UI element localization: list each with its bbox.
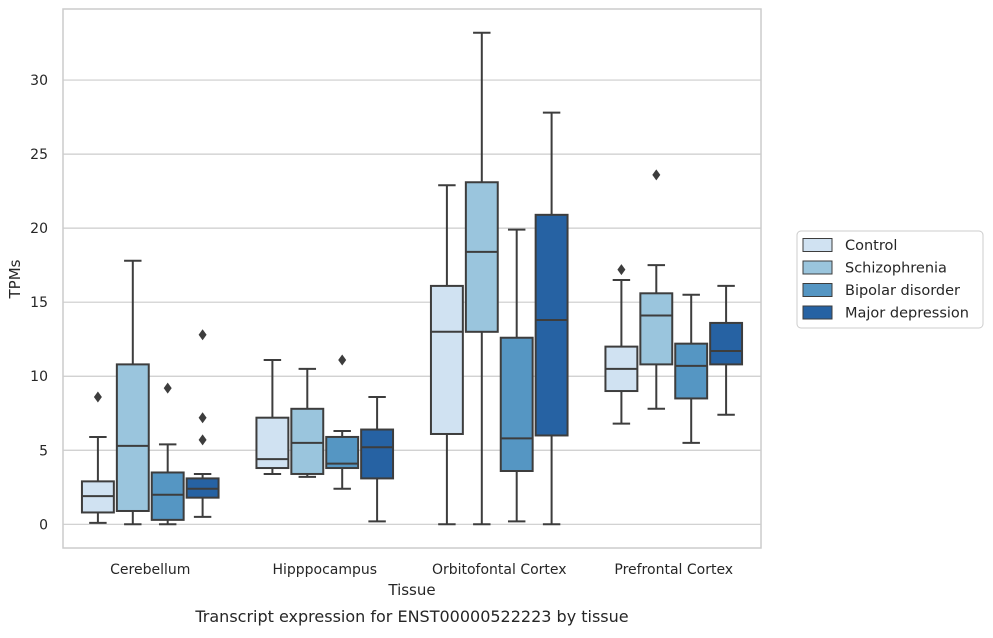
box-hipppocampus-major-depression bbox=[360, 395, 395, 523]
box-orbitofontal-cortex-major-depression bbox=[534, 111, 569, 526]
y-tick-label: 25 bbox=[30, 147, 48, 163]
box-orbitofontal-cortex-bipolar-disorder bbox=[499, 228, 534, 523]
legend-label: Schizophrenia bbox=[845, 261, 947, 277]
box-prefrontal-cortex-control bbox=[604, 264, 639, 425]
outlier-point bbox=[198, 329, 207, 341]
box-iqr bbox=[115, 363, 150, 512]
x-tick-label: Prefrontal Cortex bbox=[614, 562, 733, 578]
legend-item-schizophrenia: Schizophrenia bbox=[802, 260, 947, 277]
outlier-point bbox=[198, 434, 207, 446]
x-axis-label: Tissue bbox=[387, 581, 435, 599]
box-iqr bbox=[499, 336, 534, 472]
x-tick-label: Cerebellum bbox=[110, 562, 190, 578]
legend-item-major-depression: Major depression bbox=[802, 305, 969, 322]
y-tick-label: 10 bbox=[30, 369, 48, 385]
chart-title: Transcript expression for ENST0000052222… bbox=[194, 607, 628, 626]
x-tick-label: Orbitofontal Cortex bbox=[432, 562, 567, 578]
box-iqr bbox=[709, 321, 744, 366]
y-tick-label: 20 bbox=[30, 221, 48, 237]
outlier-point bbox=[198, 412, 207, 424]
y-axis-label: TPMs bbox=[6, 259, 24, 299]
y-tick-label: 30 bbox=[30, 73, 48, 89]
box-iqr bbox=[639, 292, 674, 366]
legend-swatch bbox=[802, 260, 833, 275]
box-hipppocampus-schizophrenia bbox=[290, 367, 325, 478]
box-prefrontal-cortex-bipolar-disorder bbox=[674, 293, 709, 444]
box-cerebellum-bipolar-disorder bbox=[150, 382, 185, 526]
x-tick-labels: Cerebellum Hipppocampus Orbitofontal Corte… bbox=[110, 562, 733, 578]
legend-label: Major depression bbox=[845, 306, 969, 322]
plot-frame bbox=[62, 8, 762, 549]
y-tick-label: 5 bbox=[39, 443, 48, 459]
box-iqr bbox=[464, 181, 499, 333]
box-iqr bbox=[255, 416, 290, 470]
box-iqr bbox=[150, 471, 185, 521]
box-cerebellum-control bbox=[80, 391, 115, 524]
gridlines bbox=[63, 79, 761, 525]
outlier-point bbox=[617, 264, 626, 276]
legend-swatch bbox=[802, 238, 833, 252]
legend-item-bipolar-disorder: Bipolar disorder bbox=[802, 283, 960, 299]
legend-swatch bbox=[802, 305, 833, 320]
outlier-point bbox=[163, 382, 172, 394]
box-orbitofontal-cortex-schizophrenia bbox=[464, 31, 499, 526]
legend-swatch bbox=[802, 283, 833, 297]
legend-item-control: Control bbox=[802, 238, 897, 254]
y-tick-labels: 0 5 10 15 20 25 30 bbox=[30, 73, 48, 533]
legend-frame bbox=[796, 230, 984, 329]
y-tick-label: 0 bbox=[39, 517, 48, 533]
box-prefrontal-cortex-major-depression bbox=[709, 284, 744, 416]
box-iqr bbox=[290, 407, 325, 475]
box-hipppocampus-bipolar-disorder bbox=[325, 354, 360, 490]
box-cerebellum-schizophrenia bbox=[115, 259, 150, 526]
box-prefrontal-cortex-schizophrenia bbox=[639, 169, 674, 410]
outlier-point bbox=[338, 354, 347, 366]
legend: Control Schizophrenia Bipolar disorder Majo… bbox=[796, 230, 984, 329]
outlier-point bbox=[93, 391, 102, 403]
x-tick-label: Hipppocampus bbox=[272, 562, 377, 578]
box-orbitofontal-cortex-control bbox=[429, 184, 464, 526]
box-iqr bbox=[429, 284, 464, 435]
box-hipppocampus-control bbox=[255, 358, 290, 475]
box-iqr bbox=[674, 342, 709, 400]
legend-label: Bipolar disorder bbox=[845, 283, 960, 299]
box-iqr bbox=[360, 428, 395, 480]
legend-label: Control bbox=[845, 238, 897, 254]
box-cerebellum-major-depression bbox=[185, 329, 220, 518]
box-groups bbox=[80, 31, 744, 526]
box-iqr bbox=[534, 213, 569, 437]
outlier-point bbox=[652, 169, 661, 181]
y-tick-label: 15 bbox=[30, 295, 48, 311]
